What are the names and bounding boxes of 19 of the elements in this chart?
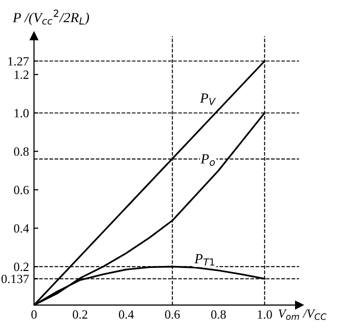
x-tick-label: 0 [31, 310, 37, 319]
x-axis-title: V$_{om}$ /V$_{CC}$ [278, 310, 326, 320]
x-tick-label: 0.6 [165, 310, 180, 319]
y-axis-title: P /(V$_{cc}$$^{2}$/2R$_{L}$) [12, 10, 90, 26]
x-tick-label: 0.2 [72, 310, 88, 319]
y-tick-label: 0.2 [14, 262, 28, 272]
series-label: P$_{T1}$ [194, 254, 214, 266]
x-tick-label: 1.0 [258, 310, 272, 319]
series-label: P$_{V}$ [200, 94, 216, 105]
y-tick-label: 0.6 [14, 186, 29, 194]
y-tick-label: 0.137 [1, 274, 29, 284]
y-tick-label: 1.0 [14, 108, 29, 118]
y-tick-label: 0.8 [14, 147, 29, 156]
series-label: P$_{o}$ [200, 154, 215, 166]
x-tick-label: 0.4 [118, 310, 134, 319]
y-tick-label: 1.2 [14, 70, 28, 80]
y-tick-label: 0.4 [14, 224, 29, 233]
y-tick-label: 1.27 [8, 57, 29, 66]
x-tick-label: 0.8 [211, 310, 226, 319]
